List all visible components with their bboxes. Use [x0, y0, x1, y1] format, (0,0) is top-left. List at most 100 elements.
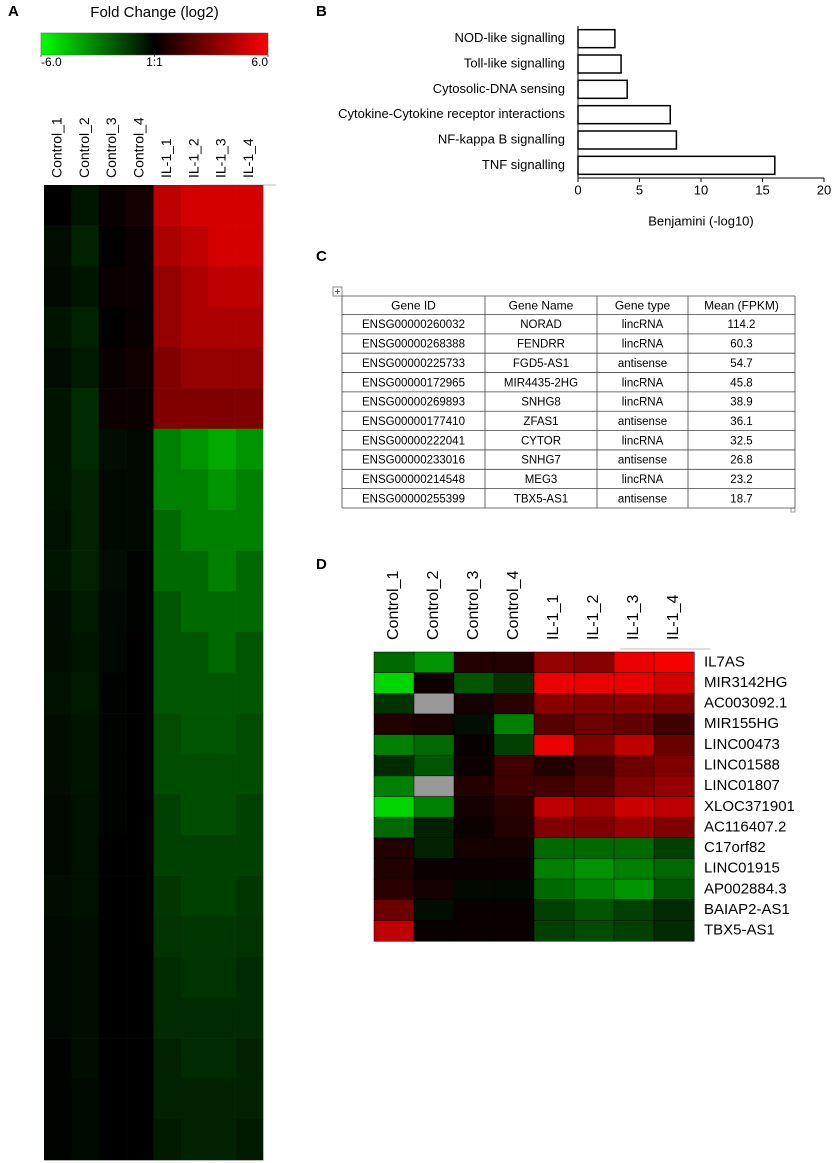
colorbar-tick-label: -6.0: [41, 55, 62, 69]
table-cell: 45.8: [730, 377, 752, 389]
heatmap-cell: [573, 899, 615, 921]
heatmap-cell: [373, 734, 415, 756]
heatmap-cell: [208, 753, 236, 795]
heatmap-cell: [153, 510, 182, 551]
heatmap-cell: [180, 550, 209, 592]
table-resize-handle: [790, 507, 796, 513]
heatmap-cell: [180, 510, 209, 551]
heatmap-cell: [98, 875, 127, 917]
row-label: AP002884.3: [704, 880, 787, 897]
heatmap-cell: [98, 713, 127, 755]
heatmap-cell: [653, 693, 695, 715]
heatmap-cell: [533, 899, 575, 921]
heatmap-cell: [453, 816, 495, 839]
category-label: NF-kappa B signalling: [438, 131, 565, 146]
heatmap-cell: [653, 899, 695, 921]
heatmap-cell: [71, 306, 100, 348]
heatmap-cell: [235, 997, 264, 1039]
column-label: IL-1_2: [585, 595, 602, 640]
heatmap-cell: [126, 1038, 154, 1080]
colorbar-tick-label: 6.0: [251, 55, 268, 69]
table-header-cell: Gene type: [615, 298, 671, 312]
heatmap-cell: [235, 875, 264, 917]
heatmap-cell: [573, 878, 615, 901]
heatmap-cell: [208, 835, 236, 876]
heatmap-cell: [208, 997, 236, 1039]
heatmap-cell: [208, 1038, 236, 1080]
heatmap-cell: [180, 794, 209, 836]
heatmap-cell: [373, 816, 415, 839]
heatmap-cell: [180, 916, 209, 958]
heatmap-cell: [453, 837, 495, 859]
heatmap-cell: [126, 306, 154, 348]
heatmap-cell: [44, 875, 72, 917]
table-cell: lincRNA: [622, 377, 664, 389]
heatmap-cell: [235, 266, 264, 308]
heatmap-cell: [98, 753, 127, 795]
heatmap-cell: [126, 185, 154, 226]
heatmap-cell: [98, 956, 127, 998]
table-cell: ZFAS1: [523, 416, 558, 428]
heatmap-cell: [153, 469, 182, 511]
heatmap-cell: [153, 388, 182, 430]
x-tick-label: 20: [817, 182, 831, 197]
heatmap-cell: [453, 920, 495, 942]
heatmap-cell: [613, 754, 655, 777]
heatmap-cell: [453, 754, 495, 777]
heatmap-cell: [71, 347, 100, 389]
panel-letter: D: [316, 556, 327, 573]
heatmap-cell: [44, 1038, 72, 1080]
heatmap-cell: [208, 956, 236, 998]
table-cell: lincRNA: [622, 319, 664, 331]
heatmap-cell: [71, 266, 100, 308]
heatmap-cell: [126, 428, 154, 470]
heatmap-cell: [493, 754, 535, 777]
heatmap-cell: [208, 672, 236, 714]
heatmap-cell: [44, 794, 72, 836]
heatmap-cell: [235, 631, 264, 673]
heatmap-cell: [71, 1038, 100, 1080]
column-label: IL-1_1: [545, 595, 562, 640]
row-label: AC003092.1: [704, 695, 787, 712]
heatmap-cell: [573, 693, 615, 715]
heatmap-cell: [413, 734, 455, 756]
column-label: IL-1_1: [158, 138, 174, 178]
heatmap-cell: [533, 713, 575, 736]
heatmap-cell: [493, 899, 535, 921]
table-cell: 23.2: [730, 474, 752, 486]
heatmap-cell: [413, 693, 455, 715]
column-label: Control_1: [385, 571, 402, 640]
heatmap-cell: [153, 225, 182, 267]
heatmap-cell: [71, 956, 100, 998]
row-label: IL7AS: [704, 653, 745, 670]
heatmap-cell: [208, 306, 236, 348]
colorbar-tick-label: 1:1: [146, 55, 163, 69]
heatmap-cell: [533, 858, 575, 880]
heatmap-cell: [613, 775, 655, 798]
heatmap-cell: [98, 631, 127, 673]
heatmap-cell: [44, 1119, 72, 1161]
heatmap-cell: [373, 858, 415, 880]
heatmap-cell: [180, 956, 209, 998]
heatmap-cell: [71, 713, 100, 755]
heatmap-cell: [208, 347, 236, 389]
heatmap-cell: [126, 672, 154, 714]
heatmap-cell: [208, 510, 236, 551]
heatmap-cell: [126, 794, 154, 836]
heatmap-cell: [208, 550, 236, 592]
heatmap-cell: [153, 1038, 182, 1080]
heatmap-cell: [44, 713, 72, 755]
panel-letter: A: [8, 3, 19, 20]
table-handle-icon: [335, 289, 340, 294]
heatmap-cell: [44, 753, 72, 795]
heatmap-cell: [573, 775, 615, 798]
heatmap-cell: [373, 651, 415, 674]
heatmap-cell: [71, 794, 100, 836]
heatmap-cell: [493, 713, 535, 736]
heatmap-cell: [373, 920, 415, 942]
heatmap-cell: [208, 428, 236, 470]
heatmap-cell: [180, 347, 209, 389]
table-cell: SNHG7: [521, 455, 561, 467]
heatmap-cell: [573, 754, 615, 777]
table-header-cell: Gene Name: [509, 298, 574, 312]
